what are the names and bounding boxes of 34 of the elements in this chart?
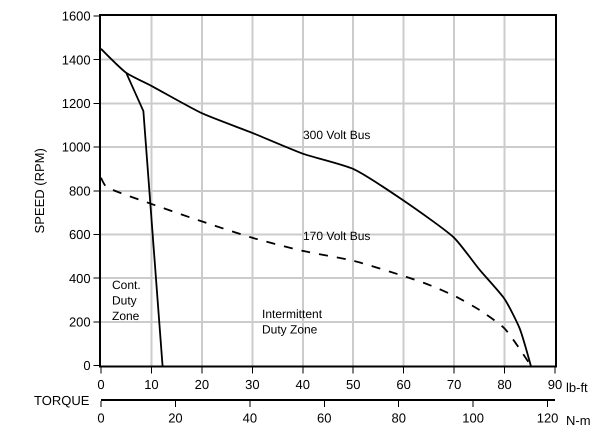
y-tick-label: 200: [68, 314, 91, 330]
y-tick-label: 1200: [62, 96, 91, 111]
annotation: 170 Volt Bus: [303, 229, 370, 243]
x-tick-label: 80: [497, 376, 512, 392]
x-tick-label: 50: [346, 376, 360, 392]
x2-tick-label: 120: [536, 410, 558, 426]
y-tick-label: 400: [68, 270, 91, 286]
annotation: Cont. Duty Zone: [112, 278, 141, 324]
x-tick-label: 0: [97, 376, 105, 392]
x-tick-label: 90: [548, 376, 562, 392]
y-tick-label: 600: [68, 227, 91, 242]
x2-tick-label: 80: [391, 410, 406, 426]
y-tick-label: 0: [83, 358, 91, 374]
x-tick-label: 70: [446, 376, 462, 392]
x-tick-label: 30: [245, 376, 260, 392]
y-axis-title: SPEED (RPM): [32, 148, 48, 234]
x2-tick-label: 20: [168, 410, 183, 426]
x2-tick-label: 0: [97, 410, 105, 426]
x-axis-title: lb-ft: [566, 380, 588, 395]
y-tick-label: 1000: [62, 140, 91, 155]
y-tick-label: 800: [68, 183, 91, 198]
x-tick-label: 40: [296, 376, 310, 392]
annotation: Intermittent Duty Zone: [262, 307, 323, 337]
x-tick-label: 20: [194, 376, 210, 392]
x2-axis-title: N-m: [566, 413, 591, 428]
annotation: 300 Volt Bus: [303, 128, 370, 142]
y-tick-label: 1400: [62, 52, 91, 68]
x2-tick-label: 100: [462, 410, 484, 426]
text: TORQUE: [34, 393, 90, 408]
x2-tick-label: 40: [242, 410, 258, 426]
x-tick-label: 10: [144, 376, 159, 392]
x-tick-label: 60: [396, 376, 411, 392]
y-tick-label: 1600: [62, 8, 91, 24]
x2-tick-label: 60: [317, 410, 332, 426]
